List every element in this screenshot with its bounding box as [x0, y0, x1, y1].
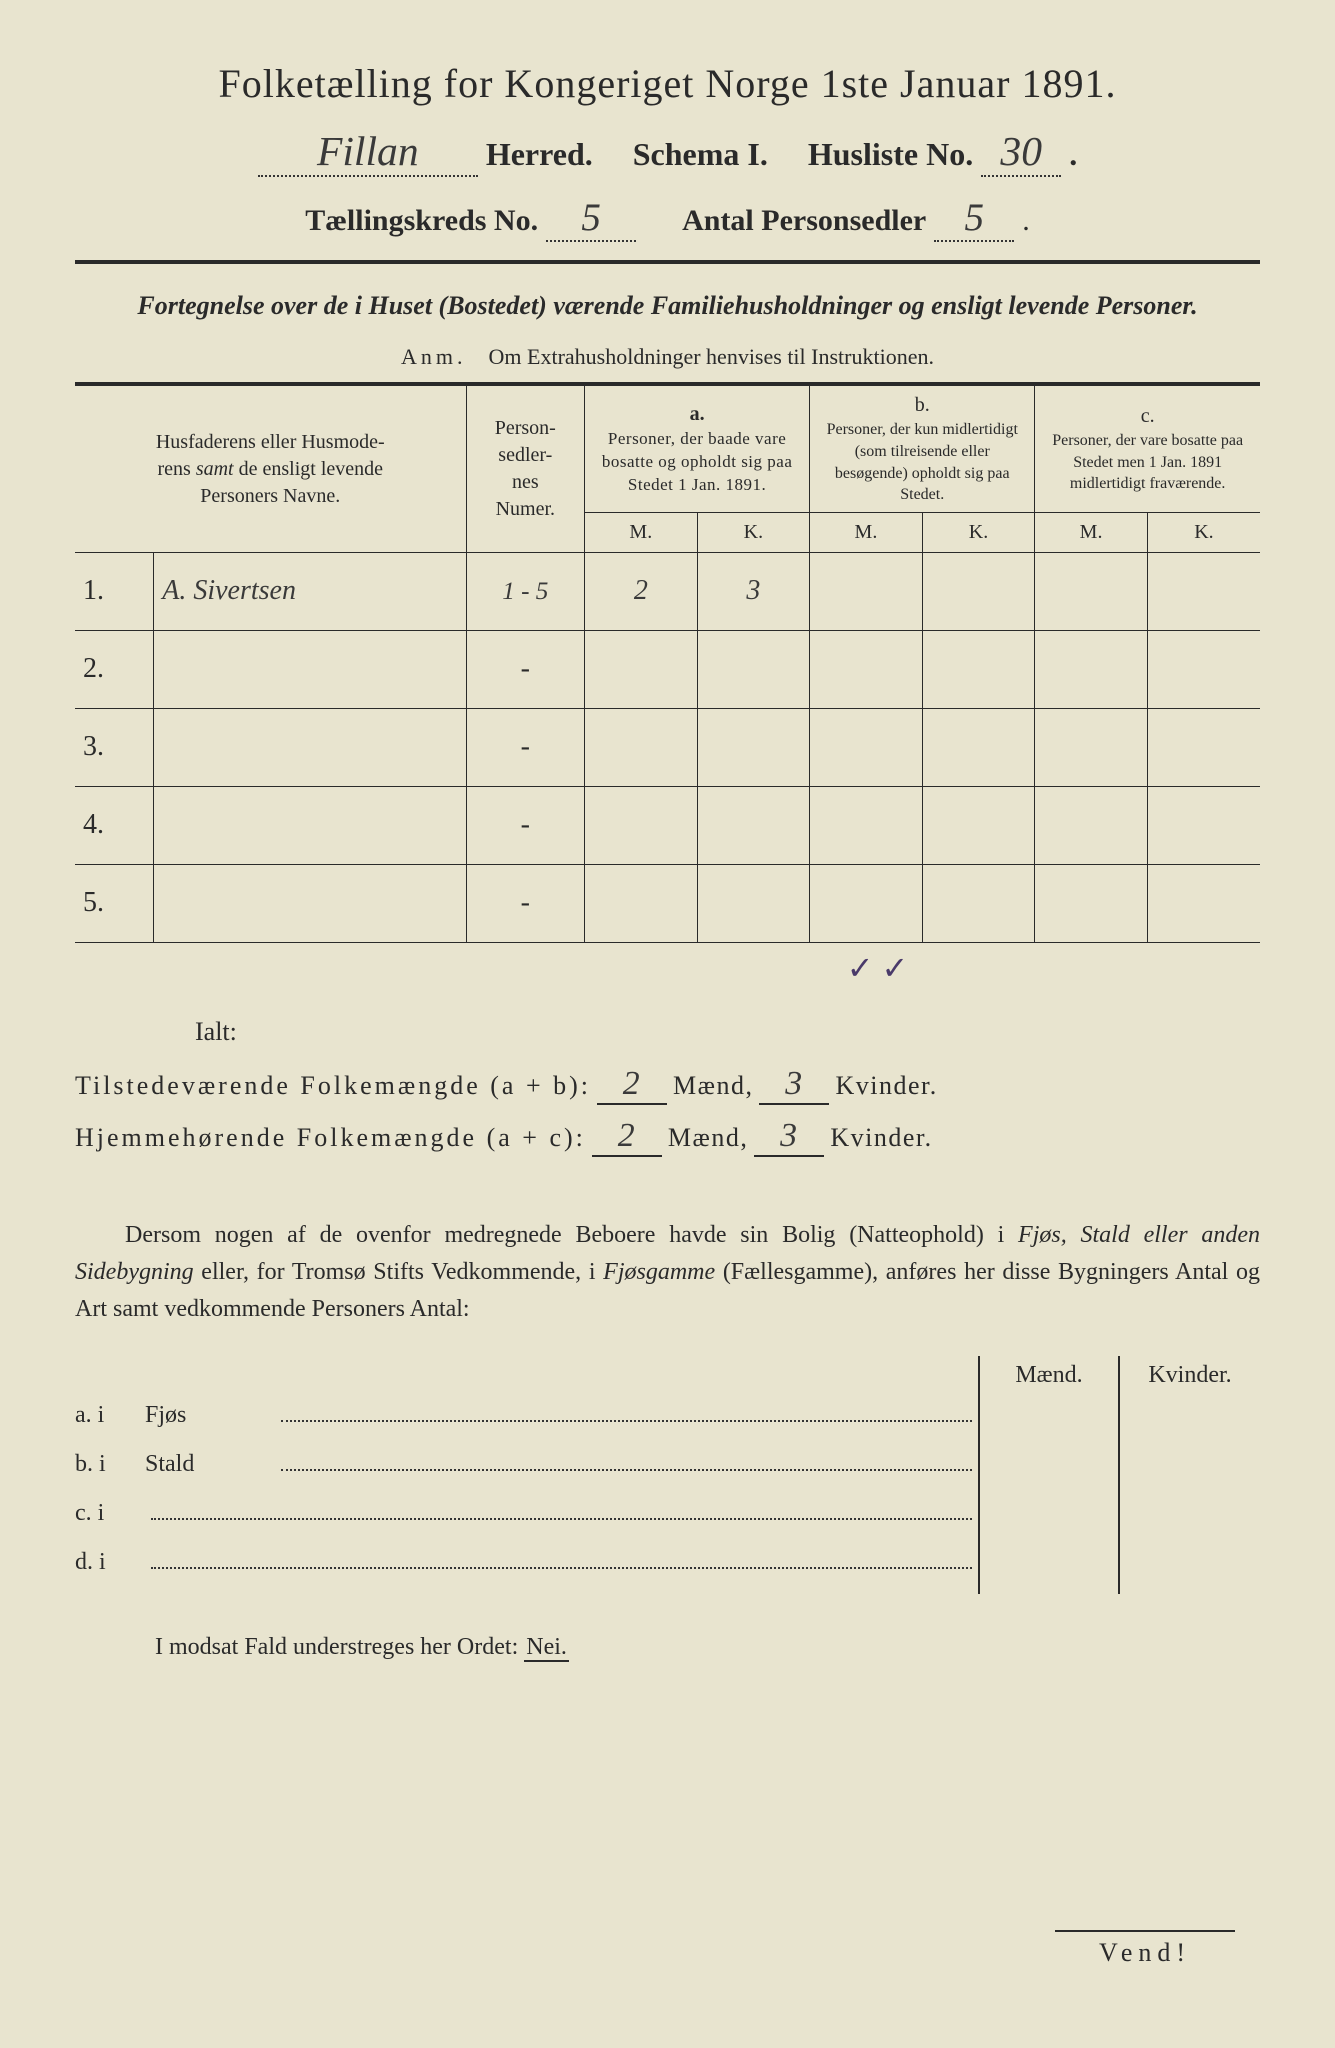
herred-value: Fillan: [258, 127, 478, 177]
nei-word: Nei.: [524, 1634, 569, 1662]
b-m-cell: [810, 552, 923, 630]
kreds-label: Tællingskreds No.: [305, 204, 538, 238]
col-header-numer: Person- sedler- nes Numer.: [466, 384, 585, 552]
tilstede-line: Tilstedeværende Folkemængde (a + b): 2 M…: [75, 1065, 1260, 1105]
checkmarks: ✓ ✓: [75, 949, 1260, 987]
name-cell: [154, 786, 466, 864]
b-k-cell: [922, 552, 1035, 630]
building-paragraph: Dersom nogen af de ovenfor medregnede Be…: [75, 1217, 1260, 1329]
household-table: Husfaderens eller Husmode- rens samt de …: [75, 382, 1260, 942]
hjemme-line: Hjemmehørende Folkemængde (a + c): 2 Mæn…: [75, 1117, 1260, 1157]
header-line-2: Fillan Herred. Schema I. Husliste No. 30…: [75, 127, 1260, 177]
building-block: a. i Fjøs b. i Stald c. i d. i Mænd.: [75, 1356, 1260, 1594]
numer-cell: -: [466, 786, 585, 864]
col-a-k: K.: [697, 512, 810, 552]
husliste-label: Husliste No.: [808, 136, 973, 173]
a-m-cell: 2: [585, 552, 698, 630]
husliste-value: 30: [981, 127, 1061, 177]
page-title: Folketælling for Kongeriget Norge 1ste J…: [75, 60, 1260, 107]
table-row: 1. A. Sivertsen 1 - 5 2 3: [75, 552, 1260, 630]
form-subtitle: Fortegnelse over de i Huset (Bostedet) v…: [75, 288, 1260, 324]
table-row: 4. -: [75, 786, 1260, 864]
table-row: 2. -: [75, 630, 1260, 708]
col-c-k: K.: [1147, 512, 1260, 552]
building-list: a. i Fjøs b. i Stald c. i d. i: [75, 1356, 978, 1594]
name-cell: A. Sivertsen: [154, 552, 466, 630]
vend-label: Vend!: [1055, 1930, 1235, 1968]
name-cell: [154, 864, 466, 942]
col-header-c: c. Personer, der vare bosatte paa Stedet…: [1035, 384, 1260, 512]
hjemme-m-value: 2: [592, 1117, 662, 1157]
numer-cell: 1 - 5: [466, 552, 585, 630]
name-cell: [154, 630, 466, 708]
rule-1: [75, 260, 1260, 264]
col-a-m: M.: [585, 512, 698, 552]
numer-cell: -: [466, 630, 585, 708]
tilstede-m-value: 2: [597, 1065, 667, 1105]
c-k-cell: [1147, 552, 1260, 630]
building-columns: Mænd. Kvinder.: [978, 1356, 1260, 1594]
ialt-label: Ialt:: [195, 1017, 1260, 1047]
building-col-maend: Mænd.: [980, 1356, 1120, 1594]
numer-cell: -: [466, 708, 585, 786]
table-body: 1. A. Sivertsen 1 - 5 2 3 2. - 3.: [75, 552, 1260, 942]
col-header-name: Husfaderens eller Husmode- rens samt de …: [75, 384, 466, 552]
kreds-value: 5: [546, 195, 636, 242]
col-header-b: b. Personer, der kun midlertidigt (som t…: [810, 384, 1035, 512]
building-row: a. i Fjøs: [75, 1398, 978, 1429]
building-col-kvinder: Kvinder.: [1120, 1356, 1260, 1594]
modsat-line: I modsat Fald understreges her Ordet: Ne…: [75, 1634, 1260, 1661]
c-m-cell: [1035, 552, 1148, 630]
building-row: c. i: [75, 1496, 978, 1527]
census-form-page: Folketælling for Kongeriget Norge 1ste J…: [0, 0, 1335, 2048]
anm-note: Anm. Om Extrahusholdninger henvises til …: [75, 344, 1260, 370]
col-c-m: M.: [1035, 512, 1148, 552]
table-row: 3. -: [75, 708, 1260, 786]
a-k-cell: 3: [697, 552, 810, 630]
col-b-m: M.: [810, 512, 923, 552]
anm-text: Om Extrahusholdninger henvises til Instr…: [489, 344, 934, 369]
tilstede-k-value: 3: [759, 1065, 829, 1105]
building-row: d. i: [75, 1545, 978, 1576]
header-line-3: Tællingskreds No. 5 Antal Personsedler 5…: [75, 195, 1260, 242]
hjemme-k-value: 3: [754, 1117, 824, 1157]
table-row: 5. -: [75, 864, 1260, 942]
sedler-label: Antal Personsedler: [682, 204, 926, 238]
col-b-k: K.: [922, 512, 1035, 552]
schema-label: Schema I.: [633, 136, 768, 173]
col-header-a: a. Personer, der baade vare bosatte og o…: [585, 384, 810, 512]
sedler-value: 5: [934, 195, 1014, 242]
anm-prefix: Anm.: [401, 344, 467, 369]
name-cell: [154, 708, 466, 786]
numer-cell: -: [466, 864, 585, 942]
herred-label: Herred.: [486, 136, 593, 173]
building-row: b. i Stald: [75, 1447, 978, 1478]
